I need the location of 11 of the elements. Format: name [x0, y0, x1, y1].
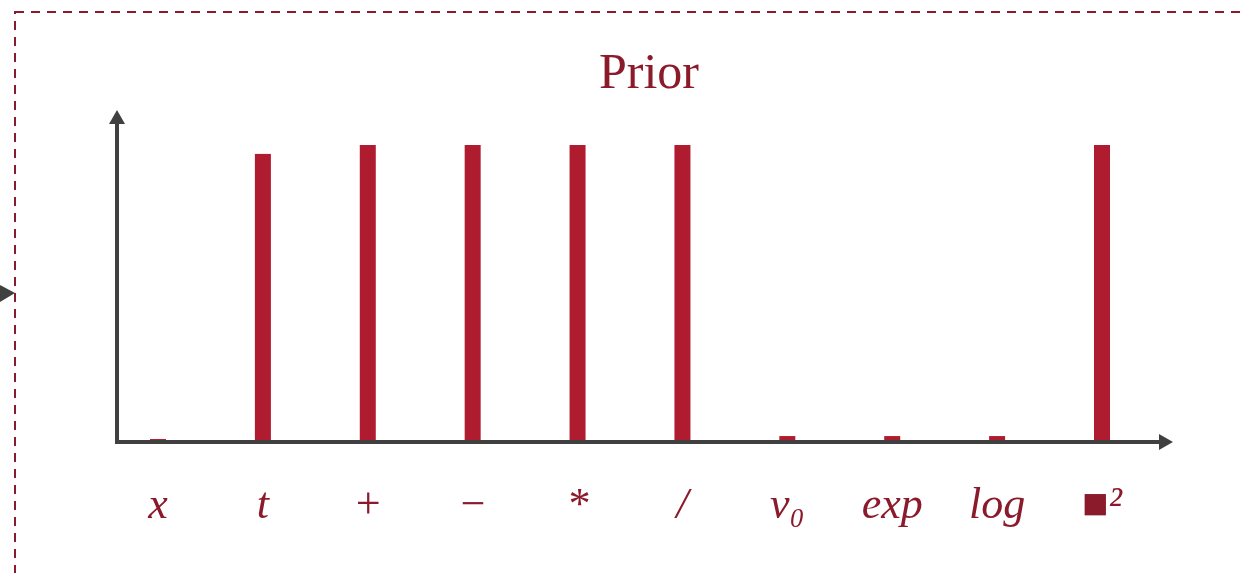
x-tick-label: + [352, 479, 383, 528]
x-tick-label: − [457, 479, 488, 528]
x-tick-label: ■² [1082, 479, 1123, 528]
chart-title: Prior [599, 43, 700, 99]
x-tick-label: v₀ [769, 479, 805, 528]
x-tick-label: / [673, 479, 693, 528]
x-tick-label: log [968, 479, 1026, 528]
x-tick-label: exp [861, 479, 923, 528]
x-tick-label: x [147, 479, 169, 528]
x-tick-label: * [566, 479, 589, 528]
x-tick-label: t [256, 479, 271, 528]
